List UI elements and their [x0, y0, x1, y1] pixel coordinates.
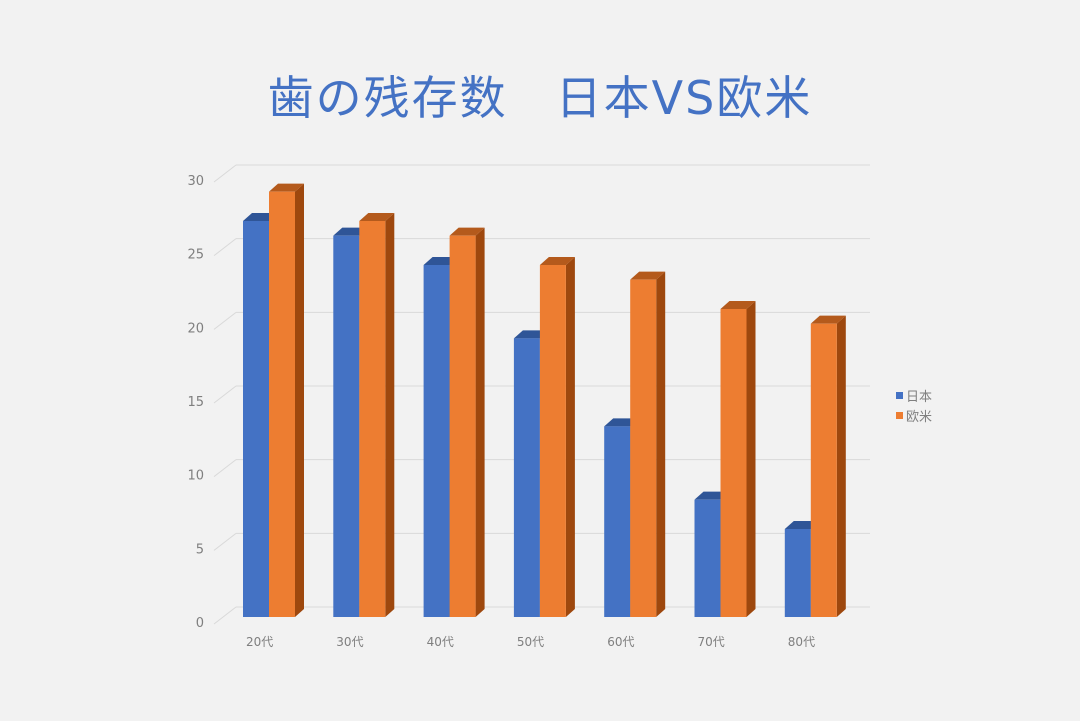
legend: 日本 欧米 — [896, 385, 932, 425]
bar-west — [720, 301, 756, 617]
x-tick-label: 80代 — [788, 635, 815, 649]
y-tick-label: 20 — [187, 321, 204, 336]
legend-label-japan: 日本 — [906, 389, 933, 405]
gridline-side — [213, 459, 237, 478]
y-tick-label: 5 — [196, 542, 204, 557]
legend-swatch-japan — [896, 391, 903, 399]
gridline-side — [213, 164, 237, 183]
gridline-side — [213, 606, 237, 625]
x-tick-label: 30代 — [336, 635, 363, 649]
y-tick-label: 10 — [187, 469, 204, 484]
bars — [243, 183, 846, 617]
x-tick-label: 20代 — [246, 635, 273, 649]
bar-west — [810, 315, 846, 617]
bar-west — [269, 183, 304, 617]
gridline-side — [213, 385, 237, 404]
x-axis-ticks: 20代 30代 40代 50代 60代 70代 80代 — [246, 635, 815, 649]
chart-title: 歯の残存数 日本VS欧米 — [267, 71, 813, 125]
x-tick-label: 50代 — [517, 635, 544, 649]
y-tick-label: 30 — [187, 174, 204, 189]
x-tick-label: 40代 — [427, 635, 454, 649]
x-tick-label: 70代 — [698, 635, 725, 649]
gridline-side — [213, 238, 237, 257]
bar-west — [359, 213, 395, 617]
legend-label-west: 欧米 — [906, 409, 933, 425]
y-tick-label: 0 — [196, 616, 204, 631]
y-tick-label: 15 — [187, 395, 204, 410]
legend-item-west: 欧米 — [896, 405, 932, 425]
bar-west — [449, 227, 485, 617]
bar-west — [630, 271, 666, 617]
legend-swatch-west — [896, 411, 903, 419]
x-tick-label: 60代 — [607, 635, 634, 649]
gridline-side — [213, 532, 237, 551]
bar-west — [539, 257, 575, 617]
y-tick-label: 25 — [187, 248, 204, 263]
y-axis-ticks: 0 5 10 15 20 25 30 — [187, 174, 204, 631]
legend-item-japan: 日本 — [896, 385, 932, 405]
gridline-side — [213, 311, 237, 330]
